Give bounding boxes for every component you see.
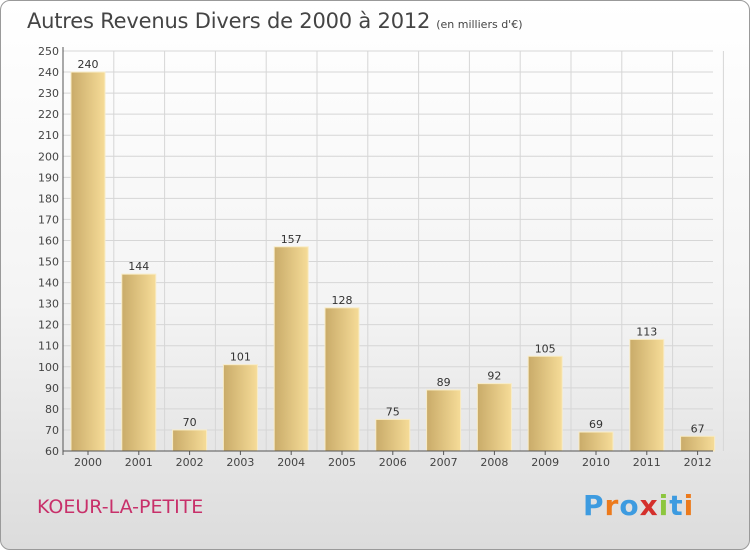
y-tick-label: 90	[45, 382, 59, 395]
y-tick-label: 130	[38, 298, 59, 311]
bar	[273, 246, 309, 452]
x-tick-label: 2009	[531, 456, 559, 469]
y-tick-label: 190	[38, 171, 59, 184]
town-name: KOEUR-LA-PETITE	[37, 496, 204, 518]
bar	[680, 435, 716, 452]
axis-layer: 60 70 80 90 100 110 120 130 140 150 160 170 180 190 20…	[38, 45, 713, 469]
bar	[172, 429, 208, 452]
bar	[476, 383, 512, 452]
y-tick-label: 60	[45, 445, 59, 458]
bar-value-label: 75	[386, 405, 400, 418]
bar-value-label: 92	[487, 370, 501, 383]
bar-value-label: 144	[128, 260, 149, 273]
x-tick-label: 2010	[582, 456, 610, 469]
bar-layer: 240 144 70 101 157 128 75 89 92 105 69 113 67	[70, 58, 716, 452]
bar	[629, 338, 665, 452]
y-tick-label: 220	[38, 108, 59, 121]
bar	[222, 364, 258, 452]
bar-value-label: 113	[636, 325, 657, 338]
x-tick-label: 2004	[277, 456, 305, 469]
chart-subtitle: (en milliers d'€)	[436, 18, 523, 31]
x-tick-label: 2012	[684, 456, 712, 469]
logo-letter: P	[583, 489, 605, 522]
chart-title: Autres Revenus Divers de 2000 à 2012	[27, 9, 431, 33]
logo-letter: i	[683, 489, 695, 522]
bar-value-label: 70	[183, 416, 197, 429]
bar-value-label: 69	[589, 418, 603, 431]
bar-value-label: 128	[332, 294, 353, 307]
bar	[70, 71, 106, 452]
y-tick-label: 100	[38, 361, 59, 374]
y-tick-label: 230	[38, 87, 59, 100]
y-tick-label: 200	[38, 150, 59, 163]
bar	[375, 418, 411, 452]
logo-letter: t	[669, 489, 684, 522]
bar-value-label: 101	[230, 351, 251, 364]
y-tick-label: 180	[38, 192, 59, 205]
y-tick-label: 170	[38, 213, 59, 226]
grid-layer	[62, 50, 724, 452]
proxiti-logo[interactable]: Proxiti	[583, 489, 694, 522]
y-tick-label: 120	[38, 319, 59, 332]
x-tick-label: 2003	[226, 456, 254, 469]
y-tick-label: 140	[38, 277, 59, 290]
logo-letter: o	[619, 489, 640, 522]
bar	[426, 389, 462, 452]
y-tick-label: 110	[38, 340, 59, 353]
bar	[527, 355, 563, 452]
logo-letter: x	[639, 489, 659, 522]
y-tick-label: 70	[45, 424, 59, 437]
y-tick-label: 150	[38, 256, 59, 269]
bar	[121, 273, 157, 452]
x-tick-label: 2011	[633, 456, 661, 469]
y-tick-label: 250	[38, 45, 59, 58]
x-tick-label: 2007	[430, 456, 458, 469]
y-tick-label: 80	[45, 403, 59, 416]
x-tick-label: 2006	[379, 456, 407, 469]
bar-value-label: 157	[281, 233, 302, 246]
y-tick-label: 160	[38, 234, 59, 247]
logo-letter: r	[604, 489, 620, 522]
x-tick-label: 2001	[125, 456, 153, 469]
y-tick-label: 240	[38, 66, 59, 79]
bar-value-label: 240	[78, 58, 99, 71]
bar-value-label: 89	[437, 376, 451, 389]
bar-value-label: 105	[535, 342, 556, 355]
chart-title-block: Autres Revenus Divers de 2000 à 2012 (en …	[27, 9, 522, 33]
x-tick-label: 2008	[480, 456, 508, 469]
bar	[324, 307, 360, 452]
x-tick-label: 2002	[176, 456, 204, 469]
bar	[578, 431, 614, 452]
x-tick-label: 2005	[328, 456, 356, 469]
logo-letter: i	[658, 489, 670, 522]
bar-value-label: 67	[691, 422, 705, 435]
x-tick-label: 2000	[74, 456, 102, 469]
y-tick-label: 210	[38, 129, 59, 142]
